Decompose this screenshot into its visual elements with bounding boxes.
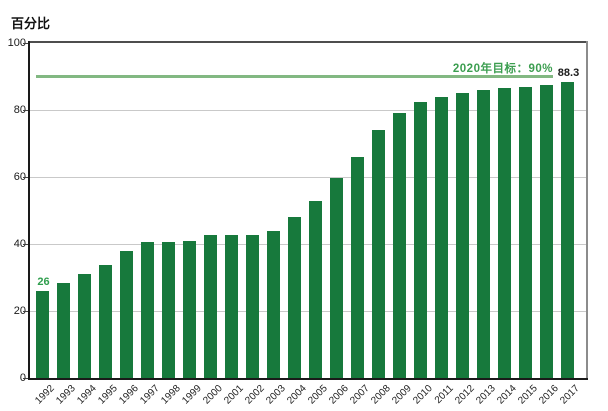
x-axis-label-2013: 2013 xyxy=(473,383,498,407)
bar-1996 xyxy=(120,250,133,378)
bar-2005 xyxy=(309,201,322,378)
y-tick-mark-40 xyxy=(23,243,28,245)
bar-2001 xyxy=(225,234,238,378)
x-axis-label-2001: 2001 xyxy=(221,383,246,407)
bar-1993 xyxy=(57,282,70,378)
plot-border-top xyxy=(28,41,588,43)
bar-1998 xyxy=(162,241,175,378)
bar-1999 xyxy=(183,240,196,378)
y-axis-label-40: 40 xyxy=(13,238,26,250)
x-axis-line xyxy=(28,378,588,380)
gridline-80 xyxy=(30,109,586,111)
x-axis-label-2016: 2016 xyxy=(536,383,561,407)
x-axis-label-2004: 2004 xyxy=(284,383,309,407)
target-line xyxy=(36,75,553,78)
bar-2004 xyxy=(288,216,301,378)
bar-2016 xyxy=(540,84,553,378)
bar-2017 xyxy=(561,82,574,378)
y-axis-label-0: 0 xyxy=(0,370,26,386)
x-axis-label-2000: 2000 xyxy=(200,383,225,407)
x-axis-label-1999: 1999 xyxy=(179,383,204,407)
bar-2010 xyxy=(414,101,427,378)
x-axis-label-2012: 2012 xyxy=(452,383,477,407)
x-axis-label-1996: 1996 xyxy=(116,383,141,407)
y-axis-label-20: 20 xyxy=(13,305,26,317)
x-axis-label-2002: 2002 xyxy=(242,383,267,407)
y-axis-label-100: 100 xyxy=(7,37,26,49)
x-axis-label-2006: 2006 xyxy=(326,383,351,407)
x-axis-label-2003: 2003 xyxy=(263,383,288,407)
x-axis-label-2014: 2014 xyxy=(494,383,519,407)
x-axis-label-1994: 1994 xyxy=(74,383,99,407)
bar-1994 xyxy=(78,274,91,378)
x-axis-label-2005: 2005 xyxy=(305,383,330,407)
bar-value-label-2017: 88.3 xyxy=(557,67,580,80)
x-axis-label-2017: 2017 xyxy=(557,383,582,407)
bar-2000 xyxy=(204,234,217,378)
bar-2007 xyxy=(351,156,364,378)
bar-1992 xyxy=(36,290,49,378)
x-axis-label-1995: 1995 xyxy=(95,383,120,407)
x-axis-label-2009: 2009 xyxy=(389,383,414,407)
y-axis-title: 百分比 xyxy=(11,16,51,31)
target-label: 2020年目标：90% xyxy=(452,62,553,75)
gridline-20 xyxy=(30,310,586,312)
gridline-40 xyxy=(30,243,586,245)
x-axis-label-1993: 1993 xyxy=(53,383,78,407)
y-axis-label-80: 80 xyxy=(13,104,26,116)
plot-border-right xyxy=(586,41,588,380)
x-axis-label-2015: 2015 xyxy=(515,383,540,407)
y-tick-mark-20 xyxy=(23,310,28,312)
bar-2011 xyxy=(435,96,448,378)
y-axis: 0 20 40 60 80 100 xyxy=(0,37,26,384)
bar-1997 xyxy=(141,242,154,378)
y-tick-mark-60 xyxy=(23,176,28,178)
x-axis: 1992 1993 1994 1995 1996 1997 1998 1999 2000 2001… xyxy=(30,380,608,411)
bar-2003 xyxy=(267,231,280,378)
y-axis-label-60: 60 xyxy=(13,171,26,183)
y-axis-line xyxy=(28,41,30,380)
x-axis-label-2010: 2010 xyxy=(410,383,435,407)
x-axis-label-1997: 1997 xyxy=(137,383,162,407)
y-tick-mark-100 xyxy=(23,42,28,44)
gridline-60 xyxy=(30,176,586,178)
x-axis-label-1998: 1998 xyxy=(158,383,183,407)
plot-area: 2020年目标：90% 26 88.3 xyxy=(23,41,588,380)
bar-2002 xyxy=(246,234,259,378)
bar-1995 xyxy=(99,265,112,378)
bar-2014 xyxy=(498,88,511,378)
y-tick-mark-0 xyxy=(23,377,28,379)
y-tick-mark-80 xyxy=(23,109,28,111)
x-axis-label-1992: 1992 xyxy=(32,383,57,407)
x-axis-label-2007: 2007 xyxy=(347,383,372,407)
bar-2008 xyxy=(372,130,385,378)
bar-2006 xyxy=(330,177,343,378)
x-axis-label-2011: 2011 xyxy=(432,383,456,406)
bar-value-label-1992: 26 xyxy=(37,275,50,288)
bar-2015 xyxy=(519,86,532,378)
bar-2012 xyxy=(456,93,469,378)
bar-2009 xyxy=(393,112,406,378)
x-axis-label-2008: 2008 xyxy=(368,383,393,407)
bar-2013 xyxy=(477,89,490,378)
